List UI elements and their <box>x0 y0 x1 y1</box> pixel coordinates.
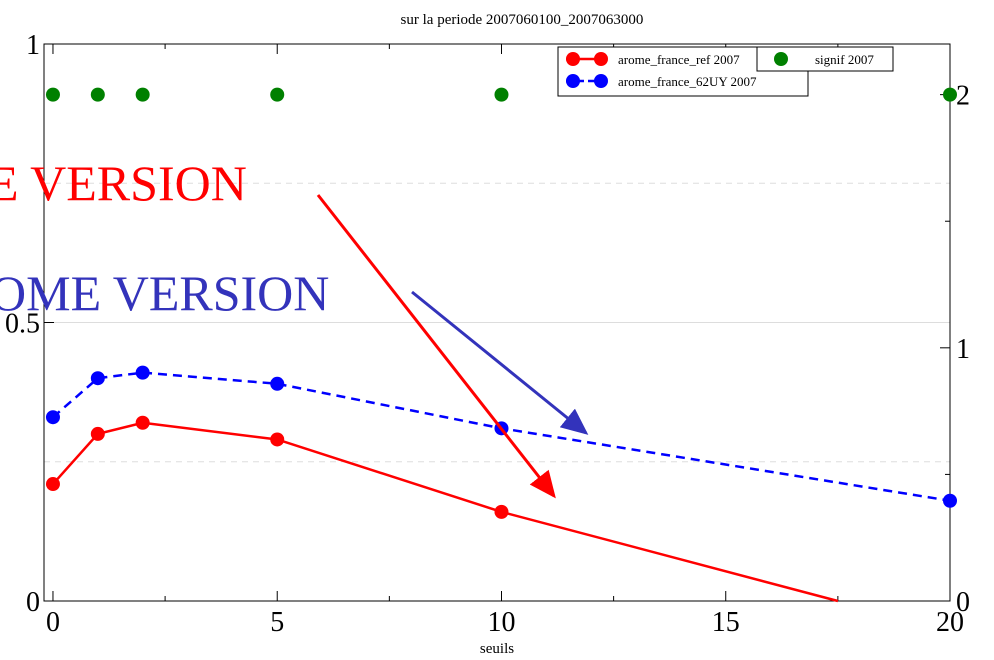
data-point <box>943 493 957 508</box>
x-tick-label: 0 <box>46 607 60 638</box>
annotation-text: E VERSION <box>0 155 247 211</box>
data-point <box>494 504 509 519</box>
data-point <box>135 415 150 430</box>
y2-tick-label: 0 <box>956 587 970 618</box>
data-point <box>90 371 105 386</box>
data-point <box>270 432 285 447</box>
x-tick-label: 10 <box>487 607 515 638</box>
data-point <box>135 365 150 380</box>
data-point <box>45 477 60 492</box>
y-tick-label: 0.5 <box>5 309 40 340</box>
annotation-arrow <box>411 290 589 435</box>
y-tick-label: 1 <box>26 30 40 61</box>
annotation-text: OME VERSION <box>0 265 329 321</box>
series-line <box>52 371 951 502</box>
data-point <box>90 426 105 441</box>
y-tick-label: 0 <box>26 587 40 618</box>
legend-label: arome_france_ref 2007 <box>618 52 740 67</box>
legend-label: signif 2007 <box>815 52 874 67</box>
x-axis-label: seuils <box>480 641 514 657</box>
data-point <box>270 87 285 102</box>
legend-marker <box>594 52 608 66</box>
data-point <box>45 410 60 425</box>
legend-marker <box>594 74 608 88</box>
x-tick-label: 20 <box>936 607 964 638</box>
data-point <box>135 87 150 102</box>
data-point <box>494 87 509 102</box>
legend-label: arome_france_62UY 2007 <box>618 74 757 89</box>
x-tick-label: 5 <box>270 607 284 638</box>
data-point <box>270 376 285 391</box>
y2-tick-label: 1 <box>956 334 970 365</box>
legend-marker <box>566 74 580 88</box>
data-point <box>943 87 957 102</box>
data-point <box>90 87 105 102</box>
legend-box-right <box>756 46 894 72</box>
chart-title: sur la periode 2007060100_2007063000 <box>401 12 644 28</box>
series-line <box>52 421 839 603</box>
x-tick-label: 15 <box>712 607 740 638</box>
annotation-arrow <box>316 194 556 499</box>
y2-tick-label: 2 <box>956 81 970 112</box>
data-point <box>45 87 60 102</box>
legend-marker <box>566 52 580 66</box>
legend-marker <box>774 52 788 66</box>
